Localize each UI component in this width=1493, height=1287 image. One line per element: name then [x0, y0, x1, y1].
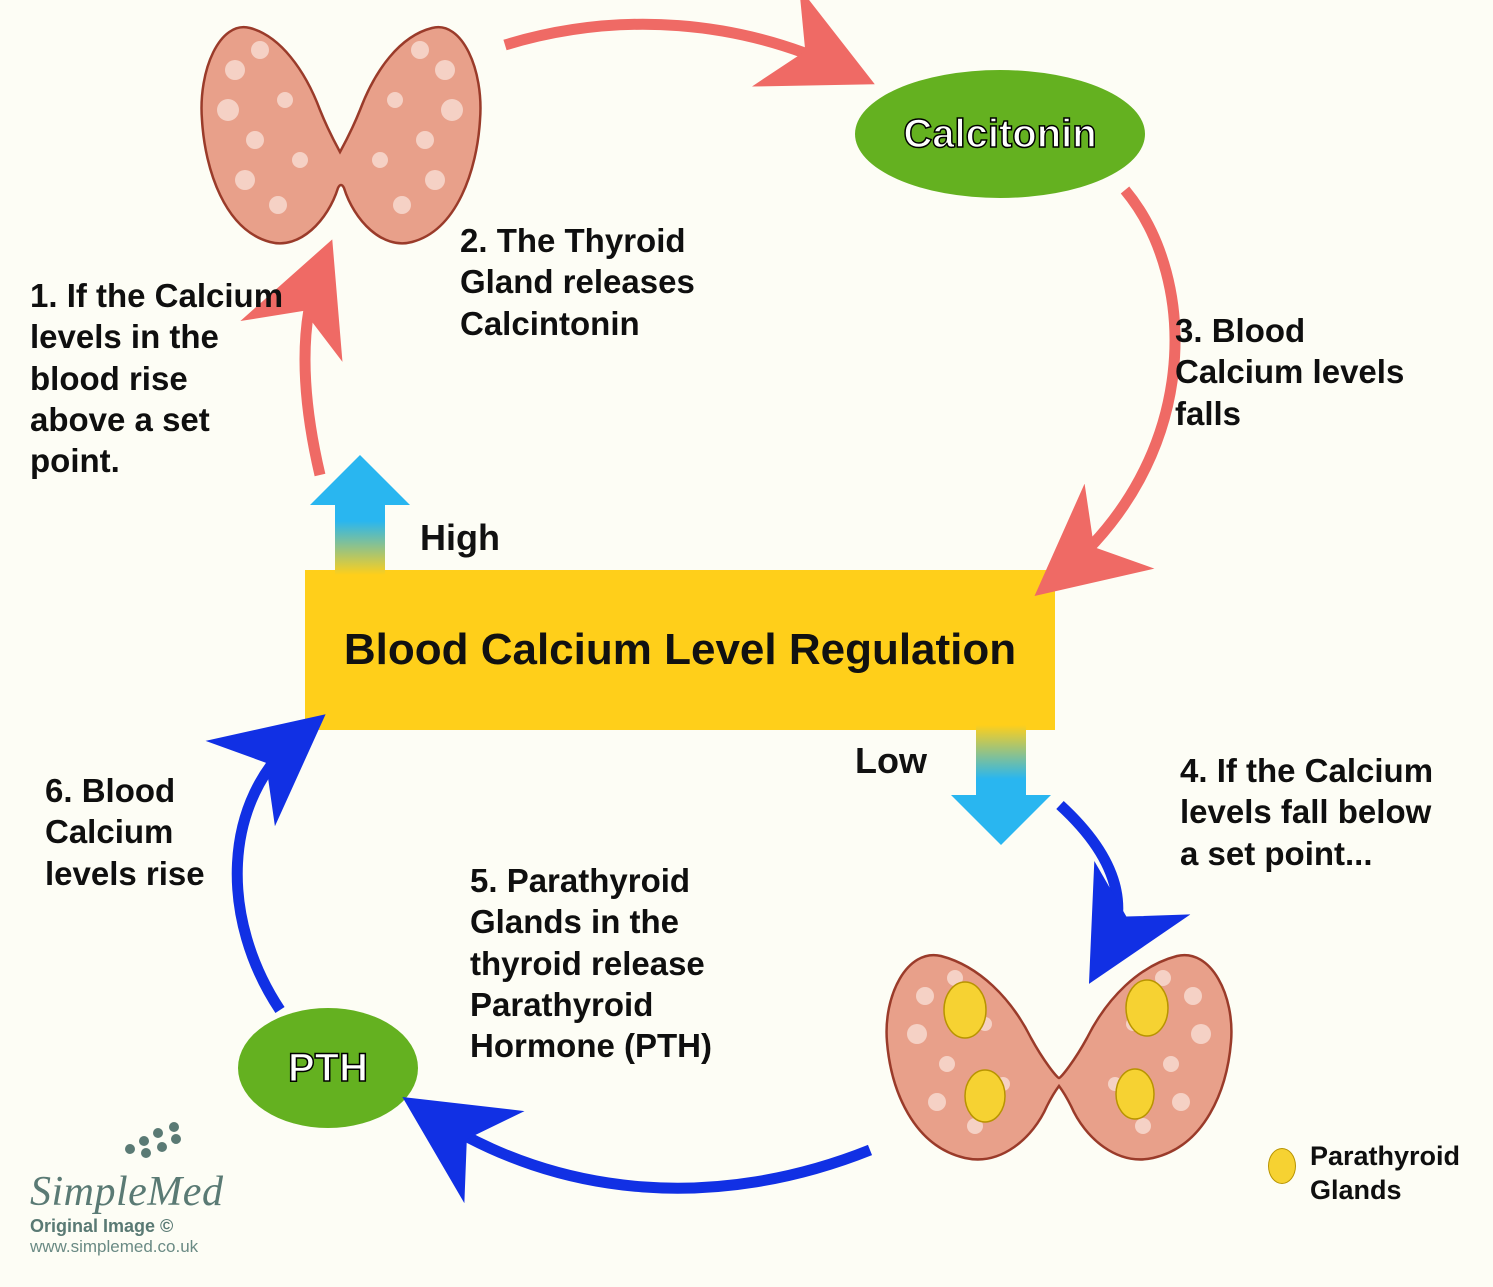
arrow-4-blue [1060, 805, 1118, 955]
step-2-text: 2. The Thyroid Gland releases Calcintoni… [460, 220, 780, 344]
logo-brand: SimpleMed [30, 1168, 223, 1216]
step-3-text: 3. Blood Calcium levels falls [1175, 310, 1405, 434]
legend-parathyroid-dot [1268, 1148, 1296, 1184]
arrow-1-red [305, 270, 320, 475]
step-4-text: 4. If the Calcium levels fall below a se… [1180, 750, 1440, 874]
logo-block: SimpleMed Original Image © www.simplemed… [30, 1168, 223, 1257]
arrow-2-red [505, 24, 845, 70]
logo-line2: Original Image © [30, 1216, 223, 1237]
logo-url: www.simplemed.co.uk [30, 1237, 223, 1257]
legend-parathyroid-label: Parathyroid Glands [1310, 1140, 1490, 1208]
step-5-text: 5. Parathyroid Glands in the thyroid rel… [470, 860, 790, 1066]
step-1-text: 1. If the Calcium levels in the blood ri… [30, 275, 290, 481]
logo-dots-icon [120, 1119, 200, 1159]
step-6-text: 6. Blood Calcium levels rise [45, 770, 265, 894]
arrow-5-blue [430, 1115, 870, 1188]
arrow-3-red [1060, 190, 1175, 575]
cycle-arrows [0, 0, 1493, 1287]
